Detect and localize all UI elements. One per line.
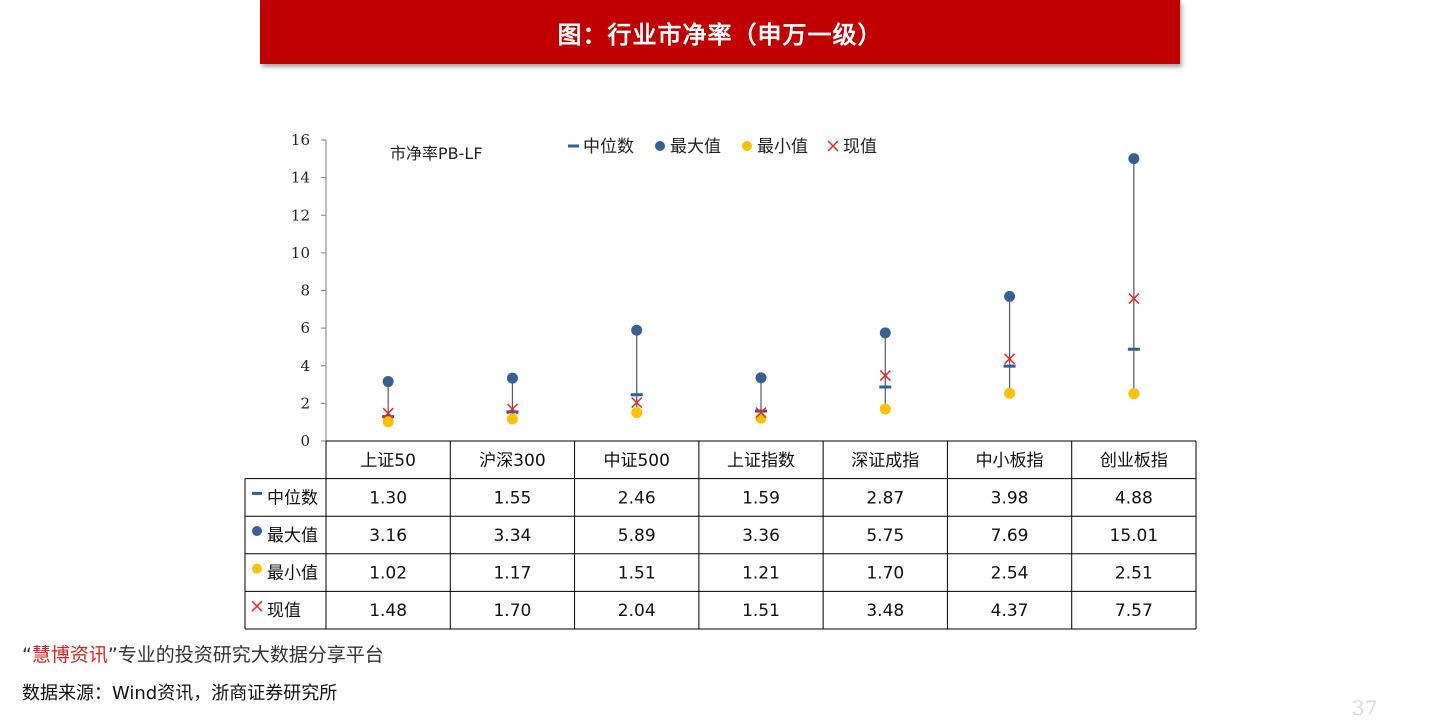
data-label-1-2: 5.89	[618, 526, 656, 546]
point-3-5-b	[1004, 353, 1016, 365]
data-label-2-6: 2.51	[1115, 564, 1153, 584]
x-tick-label-4: 深证成指	[851, 451, 919, 471]
x-tick-label-2: 中证500	[603, 451, 669, 471]
quote-open: “	[22, 644, 32, 666]
point-3-2-b	[631, 397, 643, 409]
legend-marker-2	[742, 141, 752, 151]
point-2-0	[382, 416, 394, 428]
data-label-3-4: 3.48	[866, 601, 904, 621]
point-0-1	[506, 410, 519, 414]
point-3-0-b	[382, 407, 394, 419]
data-label-2-2: 1.51	[618, 564, 656, 584]
point-0-2	[630, 393, 643, 397]
data-label-2-1: 1.17	[493, 564, 531, 584]
slogan-brand: 慧博资讯	[31, 644, 108, 666]
legend-marker-1	[655, 141, 665, 151]
point-0-5	[1003, 364, 1016, 368]
data-label-3-2: 2.04	[618, 601, 656, 621]
point-0-3	[755, 409, 767, 413]
data-label-0-5: 3.98	[991, 488, 1029, 508]
table-row-label-2: 最小值	[267, 564, 318, 584]
data-label-3-1: 1.70	[493, 601, 531, 621]
table-key-2	[252, 563, 262, 574]
footer-slogan: “慧博资讯”专业的投资研究大数据分享平台	[22, 640, 384, 667]
page-title: 图：行业市净率（申万一级）	[557, 20, 883, 49]
table-key-0	[252, 491, 262, 495]
chart-subtitle: 市净率PB-LF	[390, 144, 483, 163]
data-label-1-1: 3.34	[493, 526, 531, 546]
table-key-3-b	[251, 600, 263, 612]
data-label-2-0: 1.02	[369, 564, 407, 584]
x-tick-label-0: 上证50	[360, 451, 416, 471]
data-source: 数据来源：Wind资讯，浙商证券研究所	[22, 683, 338, 704]
data-label-1-3: 3.36	[742, 526, 780, 546]
data-label-3-5: 4.37	[991, 601, 1029, 621]
data-label-3-3: 1.51	[742, 601, 780, 621]
title-banner: 图：行业市净率（申万一级）	[260, 0, 1180, 64]
legend-marker-3-b	[827, 140, 839, 152]
point-1-5	[1004, 290, 1016, 302]
quote-close: ”	[107, 644, 118, 666]
y-tick-label-0: 0	[300, 432, 310, 450]
data-label-3-0: 1.48	[369, 601, 407, 621]
point-1-4	[879, 327, 891, 339]
y-tick-label-3: 6	[300, 319, 310, 337]
page-number: 37	[1352, 696, 1378, 720]
legend-label-3: 现值	[843, 137, 877, 157]
x-tick-label-6: 创业板指	[1100, 451, 1168, 471]
y-tick-label-5: 10	[291, 244, 310, 262]
legend-marker-0	[568, 144, 579, 148]
data-label-0-2: 2.46	[618, 488, 656, 508]
y-tick-label-8: 16	[291, 131, 310, 149]
data-label-0-0: 1.30	[369, 488, 407, 508]
slogan-text: 专业的投资研究大数据分享平台	[117, 644, 384, 666]
table-row-label-0: 中位数	[267, 488, 318, 508]
x-tick-label-1: 沪深300	[479, 451, 545, 471]
legend-label-2: 最小值	[757, 137, 808, 157]
y-tick-label-7: 14	[291, 169, 310, 187]
point-2-2	[631, 407, 643, 419]
y-tick-label-2: 4	[300, 357, 310, 375]
table-key-1	[252, 526, 262, 536]
point-0-6	[1127, 347, 1140, 351]
point-1-2	[631, 324, 643, 336]
point-2-5	[1004, 387, 1016, 399]
x-tick-label-3: 上证指数	[727, 451, 795, 471]
legend-label-1: 最大值	[670, 137, 721, 157]
point-1-6	[1128, 153, 1140, 165]
data-label-1-5: 7.69	[991, 526, 1029, 546]
point-2-4	[879, 403, 891, 415]
point-2-6	[1128, 388, 1140, 400]
point-1-0	[382, 376, 394, 388]
data-label-1-4: 5.75	[866, 526, 904, 546]
point-0-4	[879, 385, 892, 389]
data-label-0-6: 4.88	[1115, 488, 1153, 508]
y-tick-label-6: 12	[291, 206, 310, 224]
point-1-3	[755, 372, 767, 384]
point-1-1	[506, 372, 518, 384]
y-tick-label-1: 2	[300, 394, 310, 412]
data-label-2-5: 2.54	[991, 564, 1029, 584]
legend-label-0: 中位数	[583, 137, 634, 157]
x-tick-label-5: 中小板指	[976, 451, 1044, 471]
point-2-3	[755, 412, 767, 424]
data-label-0-1: 1.55	[493, 488, 531, 508]
point-3-6-b	[1128, 293, 1140, 305]
data-label-1-0: 3.16	[369, 526, 407, 546]
point-3-4-b	[879, 370, 891, 382]
y-tick-label-4: 8	[300, 282, 310, 300]
data-label-0-4: 2.87	[866, 488, 904, 508]
data-label-3-6: 7.57	[1115, 601, 1153, 621]
table-row-label-1: 最大值	[267, 526, 318, 546]
data-label-1-6: 15.01	[1110, 526, 1159, 546]
data-label-2-4: 1.70	[866, 564, 904, 584]
table-row-label-3: 现值	[267, 601, 301, 621]
data-label-2-3: 1.21	[742, 564, 780, 584]
point-3-1-b	[506, 403, 518, 415]
point-2-1	[506, 413, 518, 425]
point-3-3-b	[755, 407, 767, 419]
data-label-0-3: 1.59	[742, 488, 780, 508]
